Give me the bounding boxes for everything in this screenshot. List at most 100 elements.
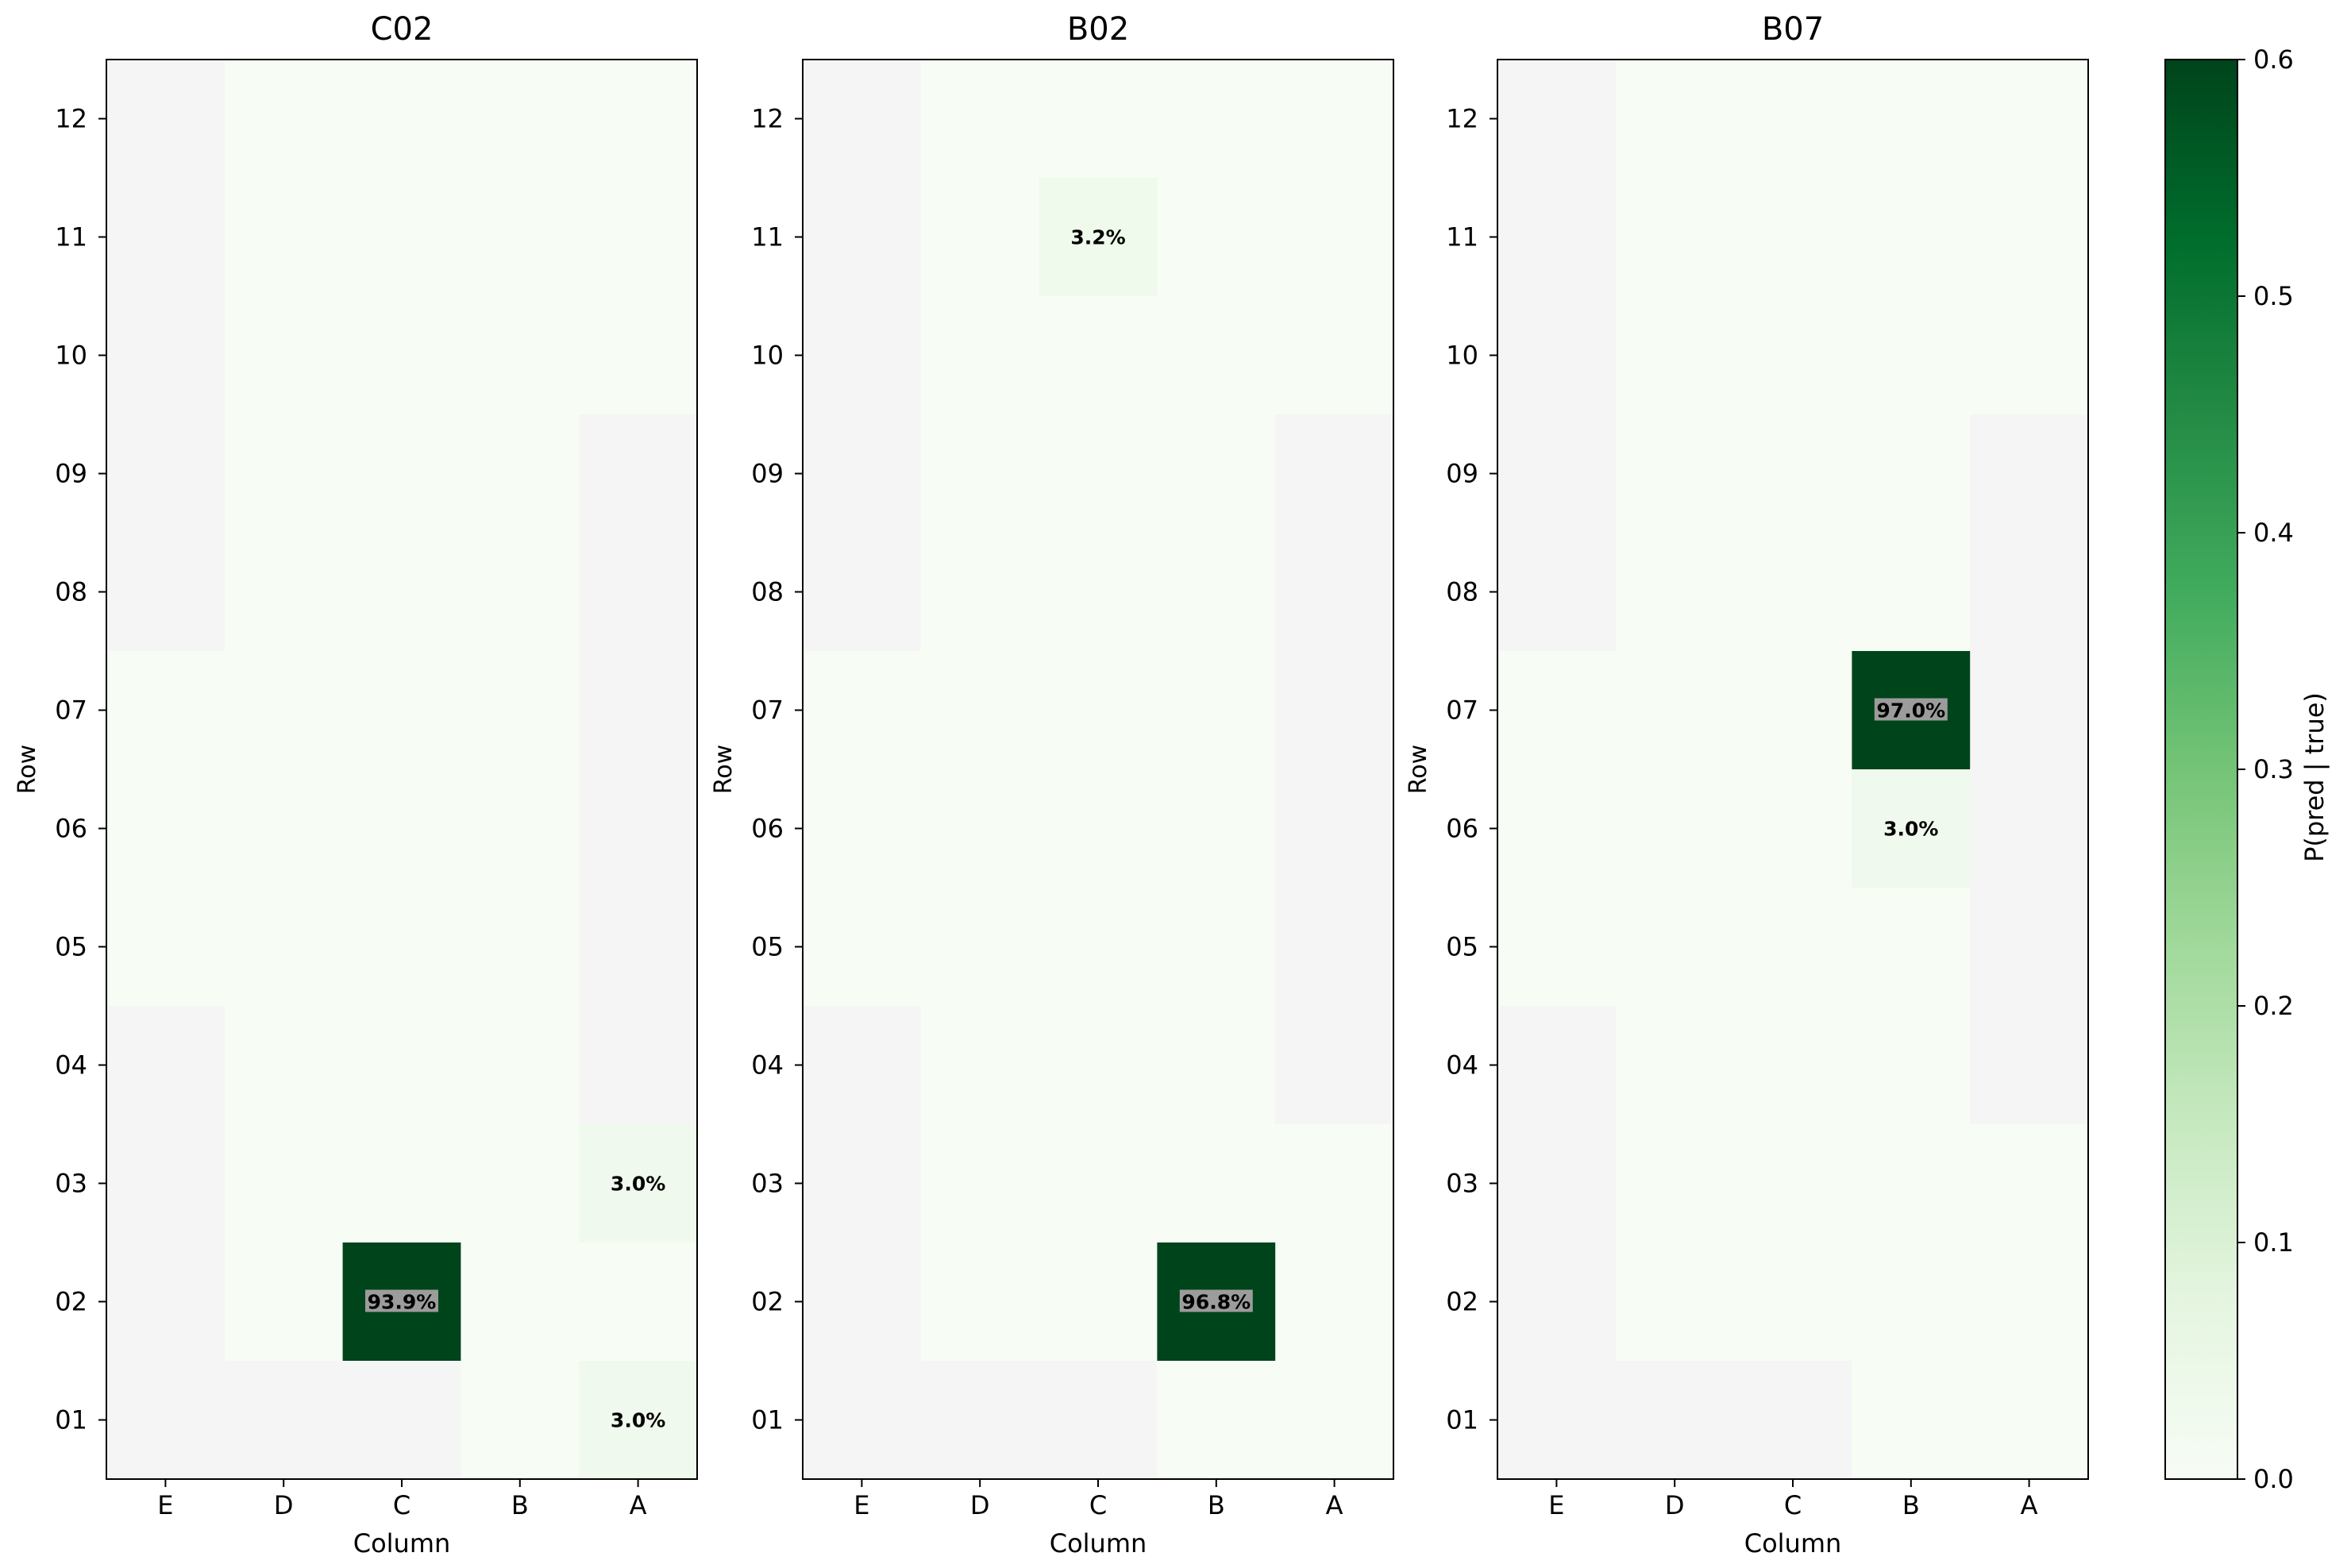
y-tick-label: 10 <box>55 341 87 371</box>
heatmap-cell-08-A <box>579 533 698 652</box>
heatmap-cell-10-A <box>1970 296 2089 415</box>
heatmap-cells <box>803 60 1394 1480</box>
heatmap-cell-09-E <box>803 414 922 534</box>
colorbar-tick-label: 0.5 <box>2253 281 2294 311</box>
heatmap-cell-03-D <box>1615 1124 1735 1243</box>
x-tick-label: C <box>1784 1490 1802 1520</box>
heatmap-cell-12-B <box>1157 60 1276 179</box>
heatmap-cell-04-B <box>1157 1006 1276 1125</box>
y-tick-label: 11 <box>751 222 784 252</box>
heatmap-cell-08-A <box>1970 533 2089 652</box>
heatmap-cell-04-E <box>106 1006 225 1125</box>
heatmap-cell-01-D <box>224 1361 344 1480</box>
heatmap-cell-07-C <box>342 651 461 770</box>
heatmap-cell-04-A <box>1275 1006 1394 1125</box>
heatmap-cell-08-B <box>1157 533 1276 652</box>
heatmap-cell-12-D <box>920 60 1040 179</box>
y-tick-label: 04 <box>1446 1050 1478 1081</box>
heatmap-cell-10-C <box>1733 296 1852 415</box>
y-tick-label: 09 <box>55 459 87 489</box>
heatmap-cell-04-B <box>1852 1006 1971 1125</box>
y-tick-label: 12 <box>751 104 784 134</box>
heatmap-cell-07-B <box>461 651 580 770</box>
heatmap-cell-11-A <box>1275 178 1394 297</box>
heatmap-cell-09-C <box>1039 414 1158 534</box>
heatmap-cell-11-A <box>579 178 698 297</box>
cell-value-label: 3.0% <box>1883 818 1938 841</box>
heatmap-panel-B02: B02 3.2% 96.8% 12 11 10 09 08 07 06 05 04 03 02 01 E D C B… <box>710 11 1394 1558</box>
heatmap-cell-06-B <box>461 769 580 888</box>
y-tick-label: 06 <box>1446 814 1478 844</box>
heatmap-cell-10-E <box>1497 296 1617 415</box>
y-tick-label: 02 <box>751 1287 784 1317</box>
heatmap-cell-03-E <box>803 1124 922 1243</box>
heatmap-cell-10-C <box>1039 296 1158 415</box>
heatmap-cell-03-A <box>579 1124 698 1243</box>
heatmap-cell-01-B <box>461 1361 580 1480</box>
x-tick-label: D <box>274 1490 294 1520</box>
value-label-backdrop <box>365 1289 438 1312</box>
y-tick-label: 07 <box>751 695 784 726</box>
y-tick-label: 05 <box>751 932 784 962</box>
heatmap-cell-07-E <box>1497 651 1617 770</box>
heatmap-cell-08-C <box>1039 533 1158 652</box>
heatmap-cell-11-D <box>1615 178 1735 297</box>
heatmap-cell-08-B <box>1852 533 1971 652</box>
heatmap-cell-06-E <box>1497 769 1617 888</box>
heatmap-cell-03-B <box>1852 1124 1971 1243</box>
heatmap-cell-06-E <box>106 769 225 888</box>
heatmap-cell-02-E <box>1497 1242 1617 1362</box>
x-tick-label: A <box>630 1490 647 1520</box>
heatmap-cell-04-E <box>1497 1006 1617 1125</box>
y-tick-label: 10 <box>751 341 784 371</box>
colorbar-gradient <box>2164 59 2238 1480</box>
heatmap-cell-05-A <box>1275 888 1394 1007</box>
heatmap-cell-02-E <box>803 1242 922 1362</box>
heatmap-cell-09-D <box>224 414 344 534</box>
heatmap-cell-03-A <box>1970 1124 2089 1243</box>
heatmap-cell-05-E <box>803 888 922 1007</box>
y-tick-label: 08 <box>1446 577 1478 607</box>
y-tick-label: 10 <box>1446 341 1478 371</box>
x-axis-label: Column <box>353 1528 451 1558</box>
heatmap-cell-09-A <box>1275 414 1394 534</box>
heatmap-cell-01-E <box>1497 1361 1617 1480</box>
heatmap-cell-05-C <box>342 888 461 1007</box>
heatmap-cell-12-A <box>1275 60 1394 179</box>
heatmap-cell-03-B <box>1157 1124 1276 1243</box>
heatmap-cell-08-B <box>461 533 580 652</box>
heatmap-cell-05-B <box>1852 888 1971 1007</box>
heatmap-cell-04-C <box>342 1006 461 1125</box>
colorbar-tick-label: 0.6 <box>2253 44 2294 75</box>
y-axis-label: Row <box>710 745 738 794</box>
heatmap-cell-05-D <box>920 888 1040 1007</box>
heatmap-cell-04-C <box>1039 1006 1158 1125</box>
heatmap-cell-07-B <box>1157 651 1276 770</box>
heatmap-cell-12-C <box>1733 60 1852 179</box>
y-tick-label: 12 <box>1446 104 1478 134</box>
y-tick-label: 05 <box>55 932 87 962</box>
y-tick-label: 12 <box>55 104 87 134</box>
heatmap-cell-08-C <box>1733 533 1852 652</box>
heatmap-cell-02-C <box>1039 1242 1158 1362</box>
heatmap-cell-06-C <box>342 769 461 888</box>
colorbar-label: P(pred | true) <box>2299 692 2330 862</box>
colorbar-tick-label: 0.3 <box>2253 754 2294 784</box>
x-tick-label: E <box>1548 1490 1564 1520</box>
heatmap-cell-03-D <box>920 1124 1040 1243</box>
heatmap-cell-08-D <box>920 533 1040 652</box>
x-tick-label: A <box>1326 1490 1343 1520</box>
heatmap-cell-11-A <box>1970 178 2089 297</box>
value-label-backdrop <box>1179 1289 1253 1312</box>
cell-value-label: 3.0% <box>611 1409 665 1432</box>
heatmap-cell-04-D <box>1615 1006 1735 1125</box>
heatmap-cell-05-A <box>579 888 698 1007</box>
heatmap-cell-07-E <box>803 651 922 770</box>
heatmap-cell-12-E <box>803 60 922 179</box>
heatmap-cell-03-B <box>461 1124 580 1243</box>
heatmap-cell-06-B <box>1852 769 1971 888</box>
heatmap-cell-05-C <box>1039 888 1158 1007</box>
heatmap-cell-09-A <box>579 414 698 534</box>
heatmap-cell-02-B <box>461 1242 580 1362</box>
colorbar-tick-label: 0.4 <box>2253 518 2294 548</box>
